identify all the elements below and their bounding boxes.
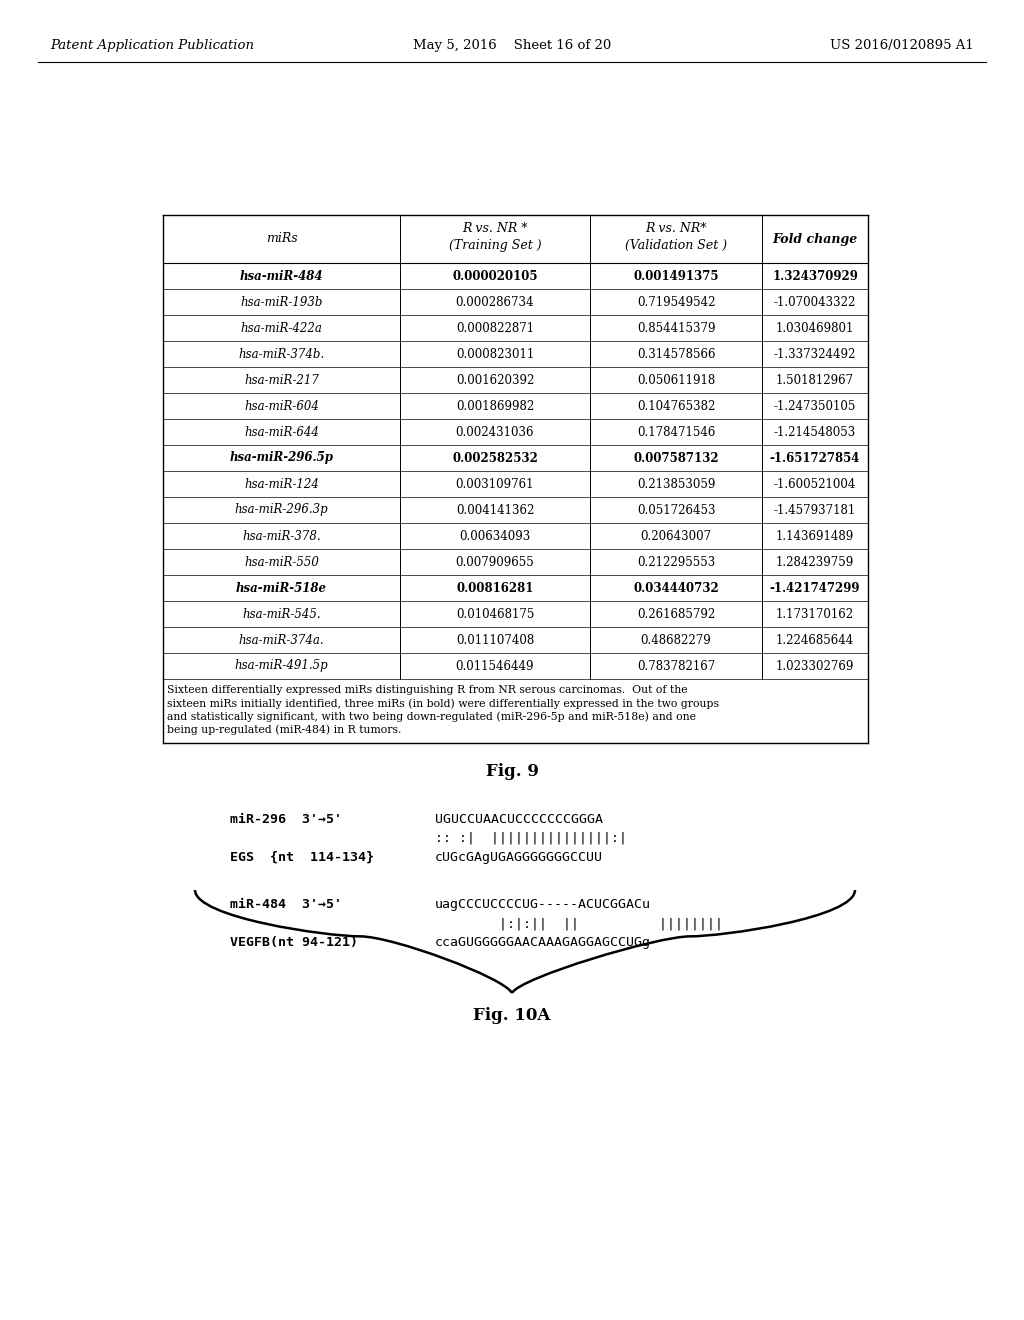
Text: hsa-miR-296.5p: hsa-miR-296.5p bbox=[229, 451, 334, 465]
Text: (Training Set ): (Training Set ) bbox=[449, 239, 542, 252]
Text: 1.324370929: 1.324370929 bbox=[772, 269, 858, 282]
Text: 1.030469801: 1.030469801 bbox=[776, 322, 854, 334]
Text: miR-484  3'→5': miR-484 3'→5' bbox=[230, 898, 342, 911]
Text: hsa-miR-217: hsa-miR-217 bbox=[244, 374, 318, 387]
Text: -1.070043322: -1.070043322 bbox=[774, 296, 856, 309]
Text: 0.212295553: 0.212295553 bbox=[637, 556, 715, 569]
Text: hsa-miR-422a: hsa-miR-422a bbox=[241, 322, 323, 334]
Text: 0.719549542: 0.719549542 bbox=[637, 296, 715, 309]
Text: -1.337324492: -1.337324492 bbox=[774, 347, 856, 360]
Text: 0.011107408: 0.011107408 bbox=[456, 634, 535, 647]
Text: 0.007587132: 0.007587132 bbox=[633, 451, 719, 465]
Text: sixteen miRs initially identified, three miRs (in bold) were differentially expr: sixteen miRs initially identified, three… bbox=[167, 698, 719, 709]
Text: hsa-miR-545.: hsa-miR-545. bbox=[243, 607, 321, 620]
Text: 1.173170162: 1.173170162 bbox=[776, 607, 854, 620]
Text: miR-296  3'→5': miR-296 3'→5' bbox=[230, 813, 342, 826]
Text: VEGFB(nt 94-121): VEGFB(nt 94-121) bbox=[230, 936, 358, 949]
Text: hsa-miR-644: hsa-miR-644 bbox=[244, 425, 318, 438]
Text: 0.000020105: 0.000020105 bbox=[453, 269, 538, 282]
Text: :: :|  |||||||||||||||:|: :: :| |||||||||||||||:| bbox=[435, 832, 627, 845]
Text: 0.314578566: 0.314578566 bbox=[637, 347, 715, 360]
Text: hsa-miR-374a.: hsa-miR-374a. bbox=[239, 634, 325, 647]
Text: 0.783782167: 0.783782167 bbox=[637, 660, 715, 672]
Text: 0.261685792: 0.261685792 bbox=[637, 607, 715, 620]
Text: EGS  {nt  114-134}: EGS {nt 114-134} bbox=[230, 851, 374, 865]
Text: 1.143691489: 1.143691489 bbox=[776, 529, 854, 543]
Text: hsa-miR-124: hsa-miR-124 bbox=[244, 478, 318, 491]
Text: R vs. NR*: R vs. NR* bbox=[645, 222, 707, 235]
Text: hsa-miR-374b.: hsa-miR-374b. bbox=[239, 347, 325, 360]
Text: 1.284239759: 1.284239759 bbox=[776, 556, 854, 569]
Text: 0.001491375: 0.001491375 bbox=[633, 269, 719, 282]
Text: 0.002582532: 0.002582532 bbox=[452, 451, 538, 465]
Text: US 2016/0120895 A1: US 2016/0120895 A1 bbox=[830, 38, 974, 51]
Text: 0.178471546: 0.178471546 bbox=[637, 425, 715, 438]
Text: hsa-miR-550: hsa-miR-550 bbox=[244, 556, 318, 569]
Text: 0.011546449: 0.011546449 bbox=[456, 660, 535, 672]
Text: 0.050611918: 0.050611918 bbox=[637, 374, 715, 387]
Text: cUGcGAgUGAGGGGGGGCCUU: cUGcGAgUGAGGGGGGGCCUU bbox=[435, 851, 603, 865]
Text: Fig. 9: Fig. 9 bbox=[485, 763, 539, 780]
Text: hsa-miR-518e: hsa-miR-518e bbox=[236, 582, 327, 594]
Text: 0.000822871: 0.000822871 bbox=[456, 322, 535, 334]
Text: 0.002431036: 0.002431036 bbox=[456, 425, 535, 438]
Text: 1.023302769: 1.023302769 bbox=[776, 660, 854, 672]
Text: 0.48682279: 0.48682279 bbox=[641, 634, 712, 647]
Text: hsa-miR-484: hsa-miR-484 bbox=[240, 269, 324, 282]
Text: -1.214548053: -1.214548053 bbox=[774, 425, 856, 438]
Text: and statistically significant, with two being down-regulated (miR-296-5p and miR: and statistically significant, with two … bbox=[167, 711, 696, 722]
Text: 0.051726453: 0.051726453 bbox=[637, 503, 715, 516]
Text: May 5, 2016    Sheet 16 of 20: May 5, 2016 Sheet 16 of 20 bbox=[413, 38, 611, 51]
Text: -1.421747299: -1.421747299 bbox=[770, 582, 860, 594]
Text: 0.213853059: 0.213853059 bbox=[637, 478, 715, 491]
Text: Fig. 10A: Fig. 10A bbox=[473, 1006, 551, 1023]
Text: 0.854415379: 0.854415379 bbox=[637, 322, 715, 334]
Text: 0.010468175: 0.010468175 bbox=[456, 607, 535, 620]
Text: hsa-miR-604: hsa-miR-604 bbox=[244, 400, 318, 412]
Text: 0.104765382: 0.104765382 bbox=[637, 400, 715, 412]
Text: -1.651727854: -1.651727854 bbox=[770, 451, 860, 465]
Text: (Validation Set ): (Validation Set ) bbox=[625, 239, 727, 252]
Text: 0.001869982: 0.001869982 bbox=[456, 400, 535, 412]
Text: Sixteen differentially expressed miRs distinguishing R from NR serous carcinomas: Sixteen differentially expressed miRs di… bbox=[167, 685, 688, 696]
Text: -1.457937181: -1.457937181 bbox=[774, 503, 856, 516]
Text: hsa-miR-296.3p: hsa-miR-296.3p bbox=[234, 503, 329, 516]
Text: 0.034440732: 0.034440732 bbox=[633, 582, 719, 594]
Text: Fold change: Fold change bbox=[772, 232, 858, 246]
Text: 0.007909655: 0.007909655 bbox=[456, 556, 535, 569]
Text: 1.224685644: 1.224685644 bbox=[776, 634, 854, 647]
Text: hsa-miR-491.5p: hsa-miR-491.5p bbox=[234, 660, 329, 672]
Text: |:|:||  ||          ||||||||: |:|:|| || |||||||| bbox=[435, 917, 723, 931]
Text: hsa-miR-378.: hsa-miR-378. bbox=[243, 529, 321, 543]
Text: hsa-miR-193b: hsa-miR-193b bbox=[241, 296, 323, 309]
Text: uagCCCUCCCCUG-----ACUCGGACu: uagCCCUCCCCUG-----ACUCGGACu bbox=[435, 898, 651, 911]
Text: 0.004141362: 0.004141362 bbox=[456, 503, 535, 516]
Text: 0.001620392: 0.001620392 bbox=[456, 374, 535, 387]
Text: being up-regulated (miR-484) in R tumors.: being up-regulated (miR-484) in R tumors… bbox=[167, 723, 401, 734]
Text: R vs. NR *: R vs. NR * bbox=[462, 222, 527, 235]
Text: 0.003109761: 0.003109761 bbox=[456, 478, 535, 491]
Text: miRs: miRs bbox=[265, 232, 297, 246]
Text: 0.20643007: 0.20643007 bbox=[640, 529, 712, 543]
Text: UGUCCUAACUCCCCCCCGGGA: UGUCCUAACUCCCCCCCGGGA bbox=[435, 813, 603, 826]
Text: ccaGUGGGGGAACAAAGAGGAGCCUGg: ccaGUGGGGGAACAAAGAGGAGCCUGg bbox=[435, 936, 651, 949]
Text: -1.600521004: -1.600521004 bbox=[774, 478, 856, 491]
Text: 0.000823011: 0.000823011 bbox=[456, 347, 535, 360]
Text: -1.247350105: -1.247350105 bbox=[774, 400, 856, 412]
Text: 0.00816281: 0.00816281 bbox=[457, 582, 534, 594]
Text: 0.00634093: 0.00634093 bbox=[460, 529, 530, 543]
Text: 0.000286734: 0.000286734 bbox=[456, 296, 535, 309]
Text: 1.501812967: 1.501812967 bbox=[776, 374, 854, 387]
Text: Patent Application Publication: Patent Application Publication bbox=[50, 38, 254, 51]
